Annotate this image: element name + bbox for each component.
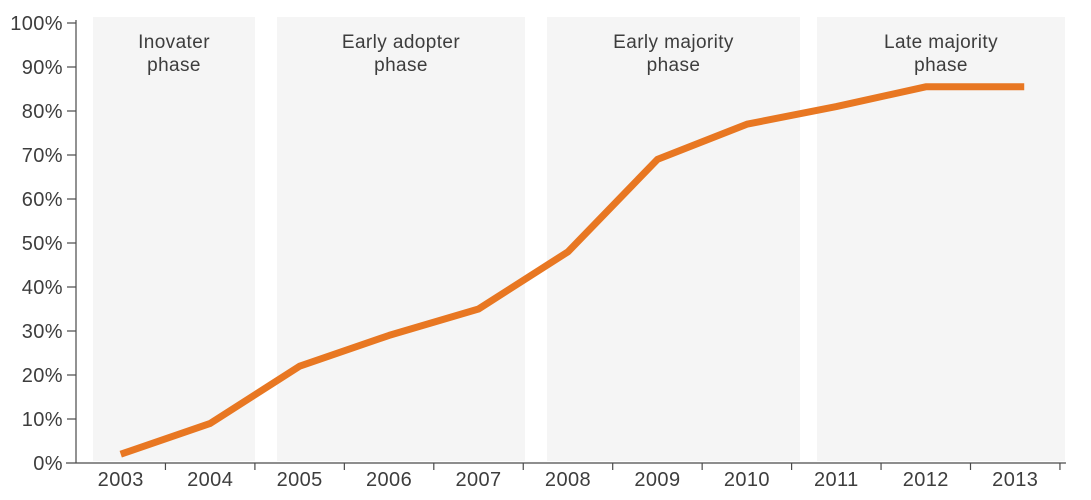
phase-label-line1-1: Early adopter — [342, 32, 460, 53]
phase-label-line1-3: Late majority — [884, 32, 998, 53]
phase-label-line1-2: Early majority — [613, 32, 734, 53]
x-axis-label-2006: 2006 — [366, 469, 412, 491]
adoption-series-line — [119, 83, 1025, 458]
x-axis-label-2009: 2009 — [634, 469, 680, 491]
y-axis-label-10: 10% — [22, 409, 63, 431]
phase-band-1 — [277, 17, 525, 461]
x-axis-label-2011: 2011 — [814, 469, 859, 491]
phase-band-0 — [93, 17, 255, 461]
x-axis-label-2003: 2003 — [98, 469, 144, 491]
x-axis-label-2013: 2013 — [992, 469, 1038, 491]
phase-band-3 — [817, 17, 1065, 461]
y-axis-label-80: 80% — [22, 101, 63, 123]
phase-band-2 — [547, 17, 800, 461]
y-axis-label-70: 70% — [22, 145, 63, 167]
y-axis-label-60: 60% — [22, 189, 63, 211]
y-axis-label-90: 90% — [22, 57, 63, 79]
y-axis-label-50: 50% — [22, 233, 63, 255]
phase-label-line2-1: phase — [374, 55, 428, 76]
x-axis-label-2008: 2008 — [545, 469, 591, 491]
y-axis-label-20: 20% — [22, 365, 63, 387]
y-axis-label-100: 100% — [10, 13, 63, 35]
x-axis-label-2010: 2010 — [724, 469, 770, 491]
x-axis-label-2012: 2012 — [903, 469, 949, 491]
x-axis-label-2005: 2005 — [277, 469, 323, 491]
x-axis-label-2007: 2007 — [455, 469, 501, 491]
y-axis-label-30: 30% — [22, 321, 63, 343]
phase-label-line2-0: phase — [147, 55, 201, 76]
y-axis-label-40: 40% — [22, 277, 63, 299]
phase-label-line1-0: Inovater — [138, 32, 210, 53]
phase-label-line2-3: phase — [914, 55, 968, 76]
phase-label-line2-2: phase — [647, 55, 701, 76]
y-axis-label-0: 0% — [33, 453, 63, 475]
x-axis-label-2004: 2004 — [187, 469, 233, 491]
